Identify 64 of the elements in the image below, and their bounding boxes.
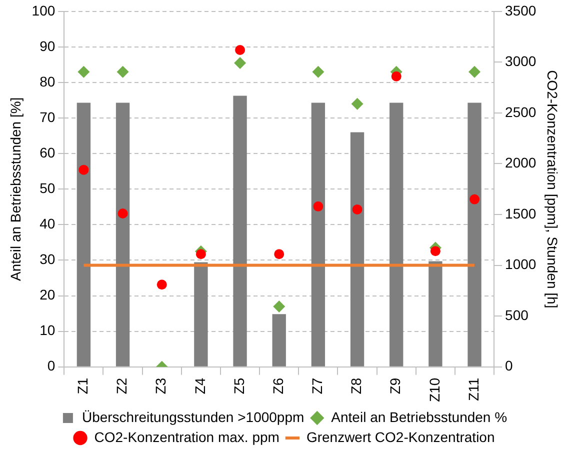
point [470,194,480,204]
y2-tick-label: 1000 [505,256,536,272]
x-tick-label: Z3 [152,378,169,394]
y2-tick-label: 3500 [505,2,536,18]
y-tick-label: 10 [40,322,56,338]
y2-tick-label: 500 [505,306,529,323]
point [352,204,362,214]
x-tick-label: Z11 [465,378,482,401]
y-tick-label: 40 [40,216,56,232]
point [313,201,324,212]
y2-axis-title: CO2-Konzentration [ppm], Stunden [h] [544,70,561,308]
y-tick-label: 100 [32,2,56,18]
legend-label: Überschreitungsstunden >1000ppm [82,408,304,425]
y-tick-label: 20 [40,286,56,303]
point [391,71,402,82]
legend-label: Anteil an Betriebsstunden % [331,408,508,425]
y-tick-label: 60 [40,144,56,160]
bar [233,96,247,366]
point [78,164,89,175]
x-tick-label: Z6 [270,378,286,394]
point [234,56,246,69]
y-tick-label: 70 [40,108,56,125]
x-tick-label: Z8 [348,378,364,394]
x-tick-label: Z5 [230,378,247,394]
bar [350,132,364,366]
x-tick-label: Z9 [387,378,404,394]
x-tick-label: Z2 [114,378,130,394]
point [312,66,324,78]
x-tick-label: Z4 [192,378,208,394]
y2-tick-label: 0 [505,358,514,374]
point [118,208,128,219]
legend-label: Grenzwert CO2-Konzentration [306,428,495,445]
point [116,66,129,78]
y2-tick-label: 1500 [505,205,536,222]
y-tick-label: 50 [40,180,56,196]
bar [116,102,130,366]
point [196,249,206,260]
bar [272,314,286,366]
point [430,246,440,256]
y2-tick-label: 2000 [505,154,536,171]
y-tick-label: 0 [47,358,56,374]
bar [390,102,404,366]
point [273,300,286,312]
point [274,249,284,260]
y-tick-label: 30 [40,251,56,268]
x-tick-label: Z10 [426,378,442,402]
bar [311,102,326,366]
y-tick-label: 90 [40,38,56,54]
y-axis-title: Anteil an Betriebsstunden [%] [7,97,24,281]
y-tick-label: 80 [40,73,56,90]
point [468,66,481,78]
point [156,280,167,290]
y2-tick-label: 2500 [505,104,536,120]
point [235,44,246,55]
bar [194,262,208,366]
legend-label: CO2-Konzentration max. ppm [94,428,280,445]
point [78,66,90,78]
point [351,98,364,110]
bar [468,102,482,366]
bar [428,261,442,366]
x-tick-label: Z7 [309,378,326,394]
bar [76,102,91,366]
x-tick-label: Z1 [74,378,91,394]
y2-tick-label: 3000 [505,53,536,70]
